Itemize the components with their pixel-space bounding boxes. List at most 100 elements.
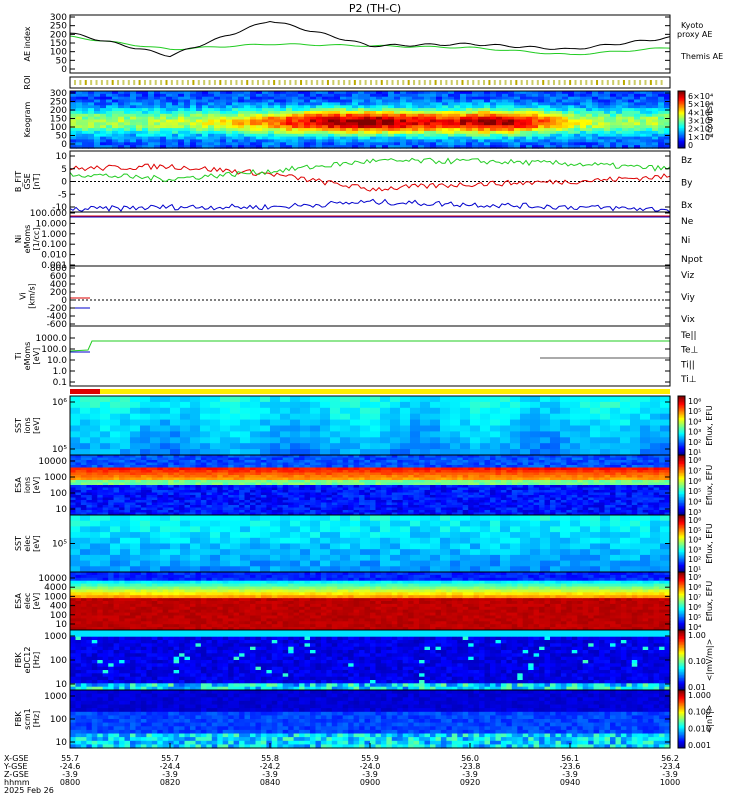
keogram-colorbar-tick: 0 — [688, 141, 693, 150]
esa_i-cell — [228, 470, 235, 474]
keogram-cell — [340, 122, 347, 126]
sst_i-cell — [540, 401, 551, 409]
esa_i-cell — [239, 510, 246, 514]
keogram-cell — [88, 130, 95, 135]
roi-mark — [122, 80, 125, 85]
esa_i-cell — [217, 502, 224, 506]
esa_i-cell — [113, 470, 120, 474]
keogram-cell — [418, 102, 425, 106]
roi-mark — [396, 80, 399, 85]
keogram-cell — [250, 99, 257, 103]
keogram-cell — [508, 122, 515, 126]
esa_i-cell — [206, 487, 213, 491]
keogram-cell — [580, 113, 587, 118]
quality-flag-red — [70, 389, 100, 394]
keogram-colorbar-tick: 6×10⁴ — [688, 92, 713, 101]
esa_i-cell — [157, 485, 164, 489]
keogram-cell — [256, 130, 263, 135]
keogram-cell — [124, 139, 131, 143]
sst_i-cell — [230, 413, 241, 421]
keogram-cell — [502, 105, 509, 109]
keogram-cell — [328, 128, 335, 132]
esa_i-cell — [222, 490, 229, 494]
esa_i-cell — [293, 500, 300, 504]
keogram-cell — [466, 96, 473, 101]
sst_i-cell — [260, 449, 271, 456]
keogram-cell — [460, 125, 467, 129]
keogram-cell — [628, 113, 635, 118]
keogram-cell — [418, 142, 425, 146]
keogram-cell — [328, 93, 335, 98]
sst_i-cell — [600, 407, 611, 415]
keogram-cell — [292, 113, 299, 118]
sst_i-cell — [530, 431, 541, 438]
sst_i-cell — [600, 443, 611, 450]
esa_i-cell — [80, 505, 87, 509]
esa_i-cell — [211, 497, 218, 501]
esa_i-cell — [70, 482, 77, 486]
keogram-cell — [556, 105, 563, 109]
keogram-cell — [256, 91, 263, 95]
keogram-cell — [664, 139, 671, 143]
esa_i-cell — [70, 487, 77, 491]
keogram-cell — [520, 99, 527, 103]
keogram-cell — [484, 99, 491, 103]
sst_i-cell — [570, 401, 581, 409]
esa_i-cell — [282, 485, 289, 489]
keogram-cell — [502, 142, 509, 146]
keogram-cell — [250, 125, 257, 129]
keogram-cell — [664, 130, 671, 135]
esa_i-cell — [190, 482, 197, 486]
keogram-cell — [466, 130, 473, 135]
keogram-cell — [334, 111, 341, 115]
keogram-cell — [640, 122, 647, 126]
sst_i-cell — [640, 449, 651, 456]
keogram-cell — [562, 108, 569, 112]
keogram-cell — [214, 125, 221, 129]
sst_i-cell — [590, 401, 601, 409]
keogram-cell — [352, 113, 359, 118]
keogram-cell — [250, 105, 257, 109]
esa_i-cell — [310, 460, 317, 464]
esa_i-cell — [151, 492, 158, 496]
keogram-cell — [610, 145, 617, 149]
esa_i-cell — [124, 502, 131, 506]
bfit-tick-label: -10 — [52, 203, 67, 213]
keogram-cell — [322, 113, 329, 118]
keogram-cell — [424, 113, 431, 118]
sst_i-cell — [630, 413, 641, 421]
sst_i-cell — [580, 401, 591, 409]
keogram-cell — [388, 96, 395, 101]
sst_i-cell — [150, 419, 161, 427]
keogram-cell — [166, 130, 173, 135]
keogram-cell — [544, 122, 551, 126]
keogram-cell — [562, 133, 569, 138]
esa_i-cell — [140, 512, 147, 516]
keogram-cell — [466, 145, 473, 149]
keogram-cell — [262, 99, 269, 103]
sst_i-cell — [120, 396, 131, 403]
esa_i-cell — [282, 472, 289, 476]
sst_i-cell — [390, 419, 401, 427]
keogram-cell — [418, 93, 425, 98]
keogram-cell — [118, 105, 125, 109]
esa_i-cell — [206, 510, 213, 514]
sst_i-colorbar-cell — [678, 403, 685, 406]
esa_i-cell — [222, 455, 229, 459]
esa_i-cell — [239, 500, 246, 504]
keogram-cell — [400, 96, 407, 101]
vi-legend: Viz — [681, 271, 694, 281]
keogram-cell — [592, 105, 599, 109]
sst_i-cell — [630, 449, 641, 456]
esa_i-cell — [195, 485, 202, 489]
keogram-cell — [622, 145, 629, 149]
keogram-cell — [268, 105, 275, 109]
keogram-cell — [232, 99, 239, 103]
keogram-cell — [622, 93, 629, 98]
keogram-cell — [352, 108, 359, 112]
esa_i-cell — [179, 460, 186, 464]
esa_i-cell — [271, 470, 278, 474]
sst_i-cell — [540, 443, 551, 450]
keogram-cell — [436, 119, 443, 123]
keogram-cell — [214, 116, 221, 121]
